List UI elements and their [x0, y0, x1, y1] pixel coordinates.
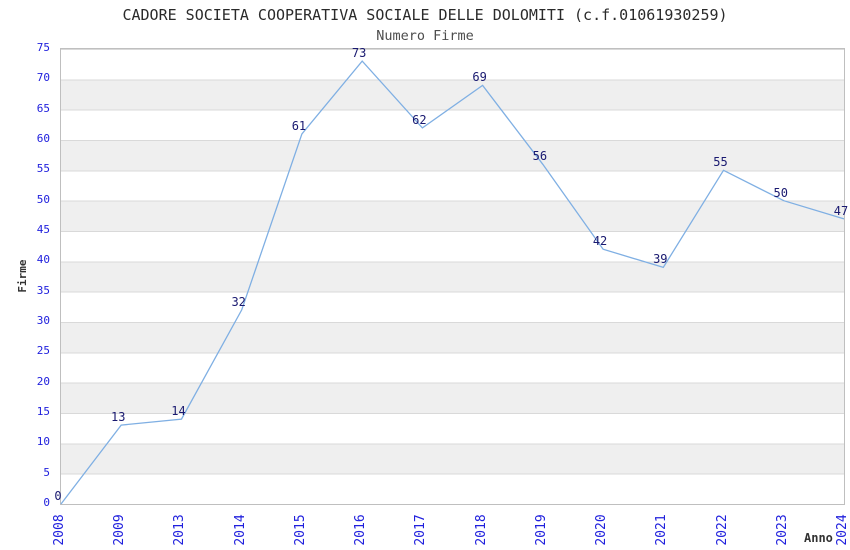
x-axis-tick: 2015 [292, 514, 308, 546]
x-axis-tick: 2020 [594, 514, 610, 546]
x-axis-tick: 2023 [774, 514, 790, 546]
data-label: 73 [351, 46, 367, 61]
plot-area: 0 13 14 32 61 73 62 69 56 42 39 55 50 47 [54, 46, 848, 505]
data-label: 14 [171, 404, 186, 419]
data-label: 39 [653, 252, 668, 267]
data-label: 62 [412, 112, 427, 127]
x-axis-tick: 2014 [232, 514, 248, 546]
x-axis-tick: 2009 [112, 514, 128, 546]
data-label: 50 [773, 185, 788, 200]
x-axis-tick: 2017 [413, 514, 429, 546]
y-axis-tick: 15 [36, 405, 50, 418]
x-axis-tick: 2019 [533, 514, 549, 546]
y-axis-tick: 20 [36, 374, 50, 388]
y-axis-tick: 0 [43, 496, 50, 509]
x-axis-tick: 2021 [654, 514, 670, 546]
y-axis-tick: 25 [36, 344, 50, 358]
data-label: 55 [713, 155, 728, 170]
x-axis-tick: 2024 [835, 514, 850, 546]
data-label: 13 [110, 410, 126, 425]
data-label: 69 [472, 70, 487, 85]
y-axis-tick: 70 [36, 71, 50, 85]
x-axis-tick: 2022 [714, 514, 730, 546]
data-label: 42 [592, 234, 608, 249]
y-axis-tick: 65 [36, 101, 50, 115]
y-axis-tick: 55 [36, 162, 50, 176]
y-axis-tick: 5 [43, 465, 50, 479]
chart-subtitle: Numero Firme [376, 28, 474, 44]
series-line [60, 60, 845, 505]
x-axis-tick: 2008 [52, 514, 67, 546]
y-axis-label: Firme [16, 259, 29, 293]
data-label: 32 [231, 294, 246, 309]
y-axis-tick: 60 [36, 132, 50, 145]
data-label: 56 [532, 149, 548, 164]
x-axis-tick: 2018 [473, 514, 489, 546]
y-axis-tick: 10 [36, 435, 50, 449]
x-axis-tick: 2013 [172, 514, 188, 546]
y-axis-tick: 50 [36, 192, 50, 206]
x-axis-tick: 2016 [353, 514, 369, 546]
data-label: 61 [291, 118, 307, 133]
y-axis-tick: 45 [36, 223, 50, 236]
y-axis-tick: 30 [36, 314, 50, 327]
y-axis-tick: 75 [36, 41, 50, 54]
series-line-svg [60, 60, 845, 505]
chart-title: CADORE SOCIETA COOPERATIVA SOCIALE DELLE… [122, 6, 728, 24]
y-axis-tick: 40 [36, 253, 50, 267]
data-label: 0 [54, 489, 62, 503]
x-axis-label: Anno [804, 531, 833, 545]
data-label: 47 [833, 203, 849, 218]
y-axis-tick: 35 [36, 283, 50, 297]
